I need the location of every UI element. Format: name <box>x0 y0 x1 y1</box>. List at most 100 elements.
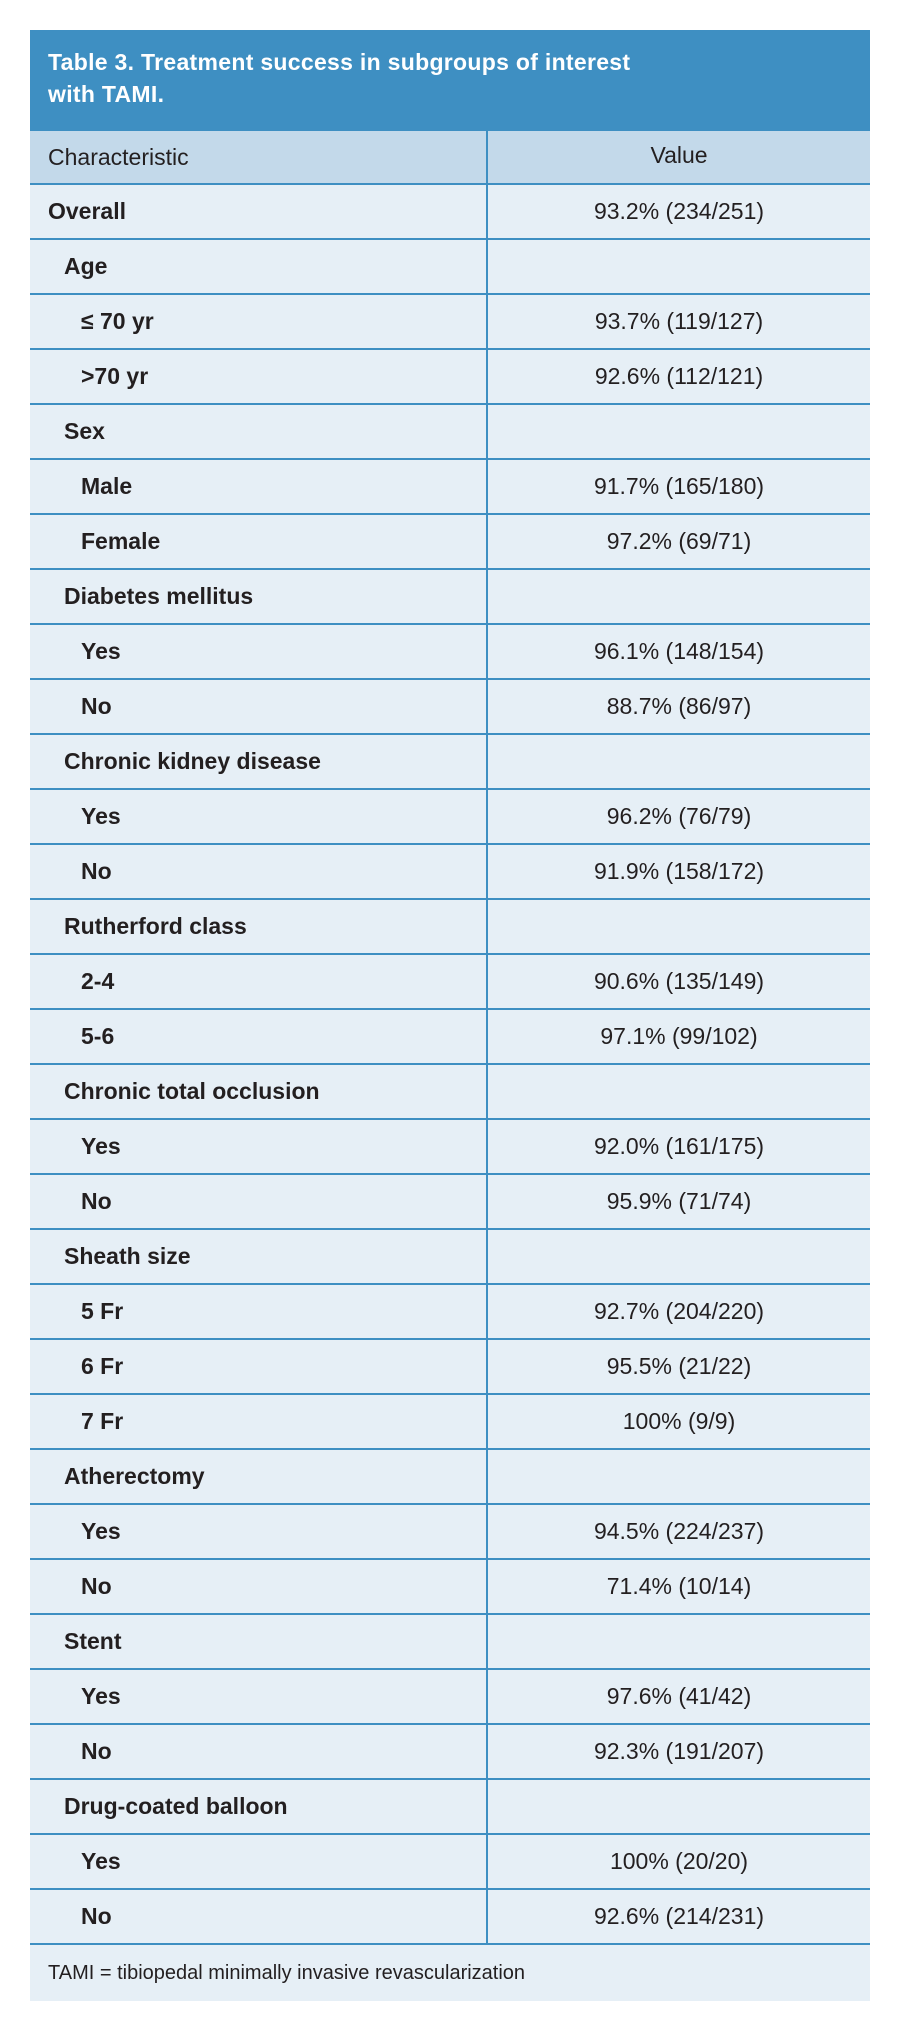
row-characteristic: Age <box>30 240 488 293</box>
row-value: 92.6% (214/231) <box>593 1903 765 1929</box>
row-value <box>488 405 870 458</box>
table-row: Atherectomy <box>30 1450 870 1505</box>
row-value <box>488 240 870 293</box>
row-characteristic: Yes <box>30 625 488 678</box>
table-row: Age <box>30 240 870 295</box>
table-header-row: Characteristic Value <box>30 131 870 185</box>
table-row: No 92.6% (214/231) <box>30 1890 870 1945</box>
table-row: Sex <box>30 405 870 460</box>
table-row: No 91.9% (158/172) <box>30 845 870 900</box>
header-value: Value <box>650 141 708 168</box>
row-characteristic: 5-6 <box>30 1010 488 1063</box>
row-characteristic: Sex <box>30 405 488 458</box>
row-value: 100% (20/20) <box>609 1848 749 1874</box>
table-row: Diabetes mellitus <box>30 570 870 625</box>
row-value: 97.2% (69/71) <box>606 528 752 554</box>
row-characteristic: No <box>30 1175 488 1228</box>
row-value: 94.5% (224/237) <box>593 1518 765 1544</box>
table-row: Overall 93.2% (234/251) <box>30 185 870 240</box>
row-characteristic: Yes <box>30 1835 488 1888</box>
row-characteristic: No <box>30 1890 488 1943</box>
row-characteristic: Drug-coated balloon <box>30 1780 488 1833</box>
row-characteristic: Yes <box>30 790 488 843</box>
row-value: 95.9% (71/74) <box>606 1188 752 1214</box>
row-characteristic: 6 Fr <box>30 1340 488 1393</box>
row-characteristic: Chronic kidney disease <box>30 735 488 788</box>
row-characteristic: Rutherford class <box>30 900 488 953</box>
row-value: 92.6% (112/121) <box>594 363 764 389</box>
row-characteristic: Yes <box>30 1120 488 1173</box>
table-row: No 95.9% (71/74) <box>30 1175 870 1230</box>
table-row: No 71.4% (10/14) <box>30 1560 870 1615</box>
subgroup-table: Table 3. Treatment success in subgroups … <box>30 30 870 2001</box>
table-footnote: TAMI = tibiopedal minimally invasive rev… <box>48 1961 526 1984</box>
row-value <box>488 1065 870 1118</box>
table-row: No 88.7% (86/97) <box>30 680 870 735</box>
table-row: Sheath size <box>30 1230 870 1285</box>
table-title-line-2: with TAMI. <box>48 81 165 107</box>
table-row: Male 91.7% (165/180) <box>30 460 870 515</box>
row-characteristic: Yes <box>30 1670 488 1723</box>
row-characteristic: Diabetes mellitus <box>30 570 488 623</box>
row-characteristic: Overall <box>30 185 488 238</box>
row-characteristic: Stent <box>30 1615 488 1668</box>
row-characteristic: Male <box>30 460 488 513</box>
table-title-line-1: Table 3. Treatment success in subgroups … <box>48 49 631 75</box>
row-value: 92.0% (161/175) <box>593 1133 765 1159</box>
table-row: Drug-coated balloon <box>30 1780 870 1835</box>
row-value: 96.2% (76/79) <box>606 803 752 829</box>
row-characteristic: Chronic total occlusion <box>30 1065 488 1118</box>
row-value: 93.2% (234/251) <box>593 198 765 224</box>
table-row: Chronic total occlusion <box>30 1065 870 1120</box>
row-characteristic: No <box>30 1725 488 1778</box>
table-row: Stent <box>30 1615 870 1670</box>
row-value: 92.3% (191/207) <box>593 1738 765 1764</box>
table-row: 7 Fr 100% (9/9) <box>30 1395 870 1450</box>
row-value <box>488 1780 870 1833</box>
row-value: 91.7% (165/180) <box>593 473 765 499</box>
table-row: No 92.3% (191/207) <box>30 1725 870 1780</box>
row-characteristic: 7 Fr <box>30 1395 488 1448</box>
row-value <box>488 570 870 623</box>
row-characteristic: >70 yr <box>30 350 488 403</box>
row-characteristic: No <box>30 680 488 733</box>
table-row: 6 Fr 95.5% (21/22) <box>30 1340 870 1395</box>
table-row: Female 97.2% (69/71) <box>30 515 870 570</box>
table-row: 2-4 90.6% (135/149) <box>30 955 870 1010</box>
table-row: Yes 92.0% (161/175) <box>30 1120 870 1175</box>
row-value: 93.7% (119/127) <box>594 308 764 334</box>
table-row: 5 Fr 92.7% (204/220) <box>30 1285 870 1340</box>
table-row: ≤ 70 yr 93.7% (119/127) <box>30 295 870 350</box>
table-row: Yes 96.2% (76/79) <box>30 790 870 845</box>
table-row: Yes 94.5% (224/237) <box>30 1505 870 1560</box>
row-characteristic: Female <box>30 515 488 568</box>
table-row: >70 yr 92.6% (112/121) <box>30 350 870 405</box>
row-characteristic: 5 Fr <box>30 1285 488 1338</box>
row-value <box>488 735 870 788</box>
row-characteristic: Sheath size <box>30 1230 488 1283</box>
row-characteristic: 2-4 <box>30 955 488 1008</box>
row-value: 96.1% (148/154) <box>593 638 765 664</box>
row-characteristic: Atherectomy <box>30 1450 488 1503</box>
table-title: Table 3. Treatment success in subgroups … <box>30 30 870 131</box>
row-characteristic: No <box>30 1560 488 1613</box>
row-value <box>488 1450 870 1503</box>
row-characteristic: ≤ 70 yr <box>30 295 488 348</box>
row-value: 97.1% (99/102) <box>600 1023 758 1049</box>
row-value <box>488 1615 870 1668</box>
table-row: Yes 96.1% (148/154) <box>30 625 870 680</box>
table-row: Yes 100% (20/20) <box>30 1835 870 1890</box>
row-characteristic: No <box>30 845 488 898</box>
row-value: 100% (9/9) <box>622 1408 736 1434</box>
table-row: Yes 97.6% (41/42) <box>30 1670 870 1725</box>
row-value: 95.5% (21/22) <box>606 1353 752 1379</box>
table-row: Rutherford class <box>30 900 870 955</box>
row-value: 91.9% (158/172) <box>593 858 765 884</box>
row-value: 97.6% (41/42) <box>606 1683 752 1709</box>
table-row: 5-6 97.1% (99/102) <box>30 1010 870 1065</box>
row-value: 90.6% (135/149) <box>593 968 765 994</box>
row-value: 92.7% (204/220) <box>593 1298 765 1324</box>
row-characteristic: Yes <box>30 1505 488 1558</box>
table-body: Overall 93.2% (234/251) Age ≤ 70 yr 93.7% (1… <box>30 185 870 1945</box>
row-value: 88.7% (86/97) <box>606 693 752 719</box>
